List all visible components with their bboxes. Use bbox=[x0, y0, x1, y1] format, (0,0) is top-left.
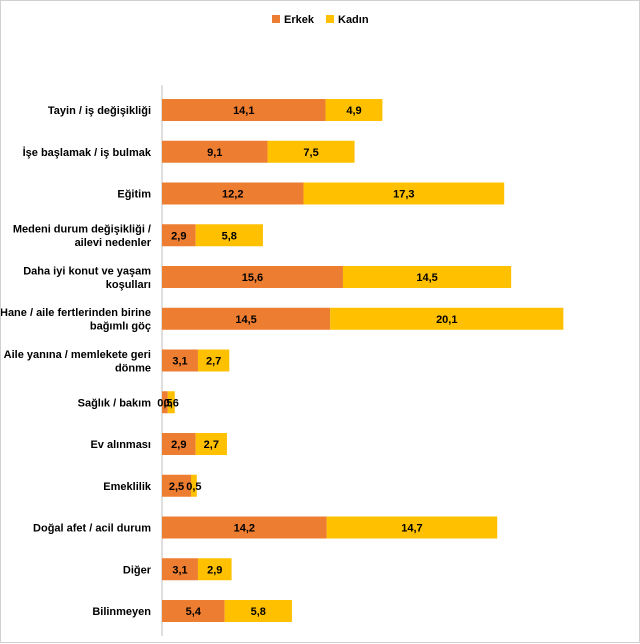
bar-erkek-2 bbox=[162, 182, 304, 205]
data-label-kadın-9: 0,5 bbox=[186, 481, 201, 493]
legend-label-0: Erkek bbox=[284, 14, 315, 26]
bar-kadın-0 bbox=[325, 99, 383, 121]
bar-kadın-2 bbox=[303, 182, 505, 205]
data-label-erkek-2: 12,2 bbox=[222, 189, 243, 201]
data-label-erkek-10: 14,2 bbox=[234, 523, 255, 535]
bar-erkek-1 bbox=[162, 140, 268, 163]
category-label-2: Eğitim bbox=[117, 189, 151, 201]
data-label-erkek-8: 2,9 bbox=[171, 439, 186, 451]
category-label-11: Diğer bbox=[123, 564, 152, 576]
bar-kadın-11 bbox=[197, 558, 232, 581]
bar-kadın-6 bbox=[197, 349, 230, 372]
bar-kadın-3 bbox=[195, 224, 263, 247]
bar-erkek-0 bbox=[162, 99, 326, 121]
bar-erkek-4 bbox=[162, 266, 343, 288]
data-label-kadın-0: 4,9 bbox=[346, 105, 361, 117]
data-label-erkek-11: 3,1 bbox=[172, 564, 187, 576]
bar-kadın-4 bbox=[342, 266, 512, 288]
data-label-kadın-1: 7,5 bbox=[303, 147, 318, 159]
data-label-erkek-6: 3,1 bbox=[172, 356, 187, 368]
category-label-3: Medeni durum değişikliği / ailevi nedenle… bbox=[13, 224, 152, 250]
data-label-kadın-4: 14,5 bbox=[416, 272, 437, 284]
data-label-kadın-3: 5,8 bbox=[222, 230, 237, 242]
bar-kadın-10 bbox=[326, 516, 498, 539]
bar-kadın-8 bbox=[195, 433, 227, 455]
data-label-kadın-12: 5,8 bbox=[251, 606, 266, 618]
data-label-kadın-2: 17,3 bbox=[393, 189, 414, 201]
bar-erkek-8 bbox=[162, 433, 196, 455]
bar-erkek-12 bbox=[162, 600, 225, 622]
data-label-kadın-6: 2,7 bbox=[206, 356, 221, 368]
bar-erkek-11 bbox=[162, 558, 198, 581]
legend-swatch-0 bbox=[272, 15, 280, 23]
category-label-10: Doğal afet / acil durum bbox=[33, 523, 151, 535]
data-label-kadın-7: 0,6 bbox=[164, 397, 179, 409]
bar-erkek-3 bbox=[162, 224, 196, 247]
bar-erkek-6 bbox=[162, 349, 198, 372]
data-label-erkek-4: 15,6 bbox=[242, 272, 263, 284]
bar-kadın-7 bbox=[167, 391, 175, 414]
category-label-5: Hane / aile fertlerinden birine bağımlı g… bbox=[1, 307, 151, 333]
bar-erkek-7 bbox=[162, 391, 168, 414]
bars bbox=[162, 99, 564, 622]
category-label-8: Ev alınması bbox=[90, 439, 151, 451]
category-label-1: İşe başlamak / iş bulmak bbox=[23, 146, 152, 159]
category-label-7: Sağlık / bakım bbox=[78, 397, 152, 409]
data-label-erkek-5: 14,5 bbox=[235, 314, 256, 326]
legend: Erkek Kadın bbox=[272, 14, 369, 26]
category-labels: Tayin / iş değişikliği İşe başlamak / iş … bbox=[1, 105, 152, 618]
data-label-erkek-7: 0,5 bbox=[157, 397, 172, 409]
data-label-kadın-5: 20,1 bbox=[436, 314, 457, 326]
data-labels: 14,1 4,9 9,1 7,5 12,2 17,3 2,9 5,8 15,6 14,5 14,5 2… bbox=[157, 105, 457, 618]
bar-erkek-10 bbox=[162, 516, 327, 539]
data-label-kadın-10: 14,7 bbox=[401, 523, 422, 535]
bar-kadın-5 bbox=[330, 307, 564, 330]
category-label-0: Tayin / iş değişikliği bbox=[48, 105, 151, 117]
bar-kadın-1 bbox=[267, 140, 355, 163]
category-label-12: Bilinmeyen bbox=[92, 606, 151, 618]
bar-erkek-9 bbox=[162, 474, 191, 497]
bar-erkek-5 bbox=[162, 307, 331, 330]
legend-swatch-1 bbox=[326, 15, 334, 23]
legend-label-1: Kadın bbox=[338, 14, 369, 26]
bar-kadın-9 bbox=[191, 474, 197, 497]
data-label-erkek-0: 14,1 bbox=[233, 105, 254, 117]
bar-kadın-12 bbox=[224, 600, 292, 622]
data-label-erkek-3: 2,9 bbox=[171, 230, 186, 242]
data-label-kadın-11: 2,9 bbox=[207, 564, 222, 576]
data-label-erkek-1: 9,1 bbox=[207, 147, 222, 159]
category-label-4: Daha iyi konut ve yaşam koşulları bbox=[23, 265, 151, 291]
data-label-erkek-12: 5,4 bbox=[186, 606, 202, 618]
category-label-6: Aile yanına / memlekete geri dönme bbox=[4, 349, 151, 375]
data-label-erkek-9: 2,5 bbox=[169, 481, 184, 493]
data-label-kadın-8: 2,7 bbox=[204, 439, 219, 451]
category-label-9: Emeklilik bbox=[103, 481, 152, 493]
